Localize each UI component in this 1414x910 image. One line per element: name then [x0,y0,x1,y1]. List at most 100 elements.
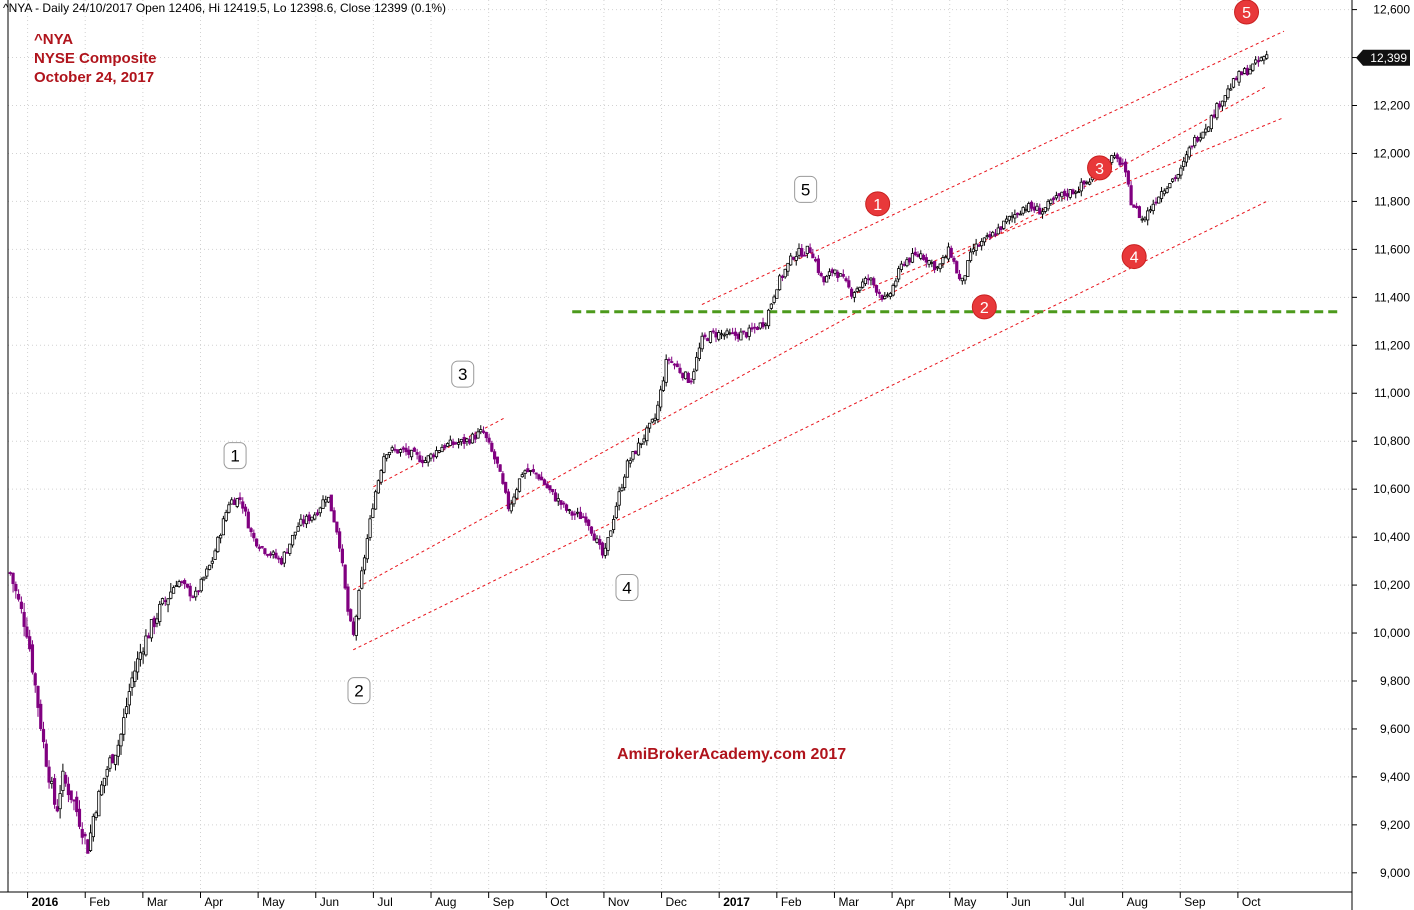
candle-body [739,331,743,341]
x-tick-label: Jun [320,895,339,909]
candle-body [86,839,90,854]
candle-body [401,447,405,450]
candle-body [390,447,394,451]
candle-body [77,808,82,827]
candle-body [551,488,555,493]
candle-body [169,591,173,599]
candle-body [941,257,945,264]
candle-body [808,247,812,254]
candle-body [171,587,176,594]
candle-body [1049,199,1053,204]
wave-label-box [223,442,247,470]
candle-body [122,717,126,735]
x-tick-label: Apr [896,895,915,909]
candle-body [387,451,392,456]
candle-body [672,363,677,366]
candle-body [548,485,552,491]
candle-body [683,371,688,380]
candle-body [30,644,35,673]
candle-body [481,430,486,433]
candle-body [623,476,627,488]
y-tick-label: 12,000 [1373,146,1410,160]
wave-badge-text: 4 [1130,250,1139,267]
candle-body [659,389,663,408]
candle-body [733,331,737,336]
x-tick-label: Jul [377,895,392,909]
candle-body [924,257,928,263]
channel-line [353,200,1267,651]
candle-body [866,278,870,281]
x-tick-label: 2016 [32,895,59,909]
wave-badge-text: 1 [873,197,882,214]
candle-body [885,294,890,297]
candle-body [1159,191,1164,199]
candle-body [861,281,865,288]
candle-body [232,499,237,506]
candle-body [293,531,297,536]
candle-body [664,359,668,383]
candle-body [113,754,118,765]
x-tick-label: Aug [435,895,456,909]
wave-label-text: 2 [354,682,363,701]
candle-body [268,553,273,556]
candle-body [794,255,798,261]
candle-body [960,277,964,282]
candle-body [783,268,787,278]
candle-body [933,261,937,271]
candle-body [844,278,848,282]
candle-body [1060,191,1064,198]
candle-body [747,327,751,337]
candle-body [100,784,104,796]
candle-body [1209,115,1213,130]
candle-body [58,793,62,810]
last-price-label: 12,399 [1370,51,1407,65]
candle-body [902,263,906,266]
ticker-title: ^NYA [34,31,73,48]
candle-body [72,799,76,802]
candle-body [949,247,953,258]
candle-body [138,652,142,660]
candle-body [678,367,682,373]
candle-body [17,593,21,600]
candle-body [556,498,560,502]
candle-body [52,778,57,805]
candle-body [160,598,165,605]
candle-body [8,572,12,574]
candle-body [1121,162,1125,165]
candle-body [1054,195,1058,199]
candle-body [219,534,223,539]
candle-body [14,583,18,592]
candle-body [802,254,807,257]
candle-body [999,226,1003,231]
channel-line [701,30,1285,305]
candle-body [434,450,439,458]
candle-body [432,454,436,458]
candle-body [531,469,535,473]
candle-body [479,429,483,433]
candle-body [304,515,309,525]
candle-body [952,257,956,262]
candle-body [1002,220,1006,229]
candle-body [1176,174,1180,179]
candle-body [675,363,679,368]
candle-body [196,590,201,593]
candle-body [927,260,931,265]
candle-body [692,371,696,381]
candle-body [534,472,538,475]
candle-body [1018,213,1023,216]
candle-body [581,516,585,519]
candle-body [647,422,652,429]
candle-body [755,327,760,330]
index-name: NYSE Composite [34,50,157,67]
candle-body [144,635,148,656]
x-tick-label: Oct [550,895,569,909]
candle-body [404,447,408,453]
candle-body [650,418,654,423]
candle-body [360,570,364,589]
candle-body [1027,203,1031,212]
candle-body [296,526,300,532]
candle-body [980,240,984,247]
wave-labels: 1 2 3 4 5 1 2 3 4 5 [223,0,1260,705]
y-tick-label: 9,000 [1380,866,1410,880]
candle-body [847,280,851,288]
